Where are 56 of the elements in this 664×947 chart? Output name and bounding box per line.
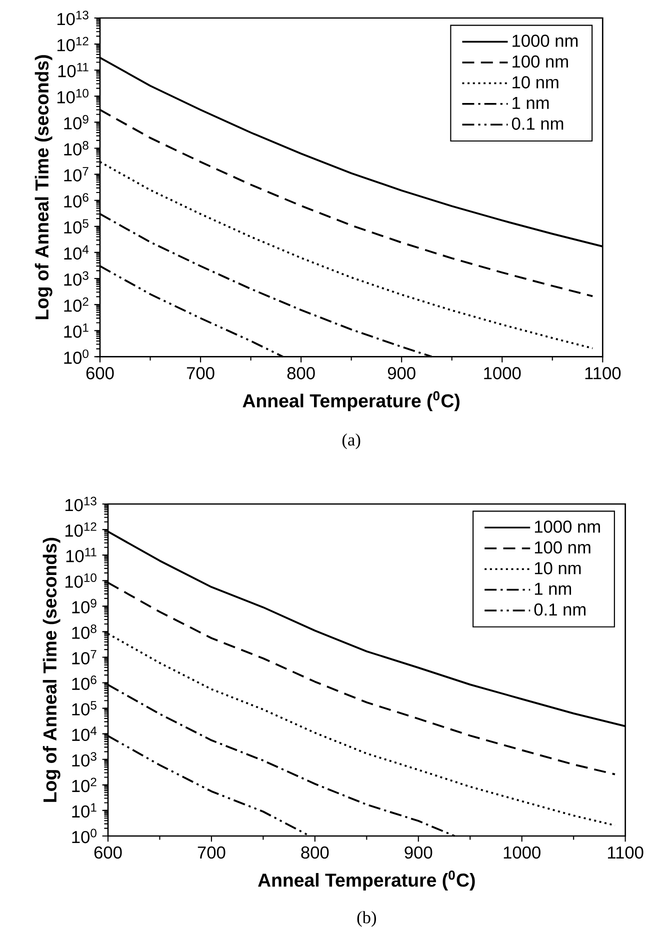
y-tick-label: 10$^{7}$ — [64, 167, 88, 182]
y-tick-label: 10$^{6}$ — [64, 193, 88, 208]
x-tick-label: 600 — [86, 367, 114, 380]
y-tick-label: 10$^{13}$ — [57, 10, 88, 26]
x-axis-title: Anneal Temperature ($^{0}$C) — [258, 870, 475, 890]
y-tick-label: 10$^{10}$ — [57, 88, 88, 104]
legend-label: 10 nm — [512, 76, 558, 88]
y-tick-label: 10$^{5}$ — [72, 701, 96, 716]
y-tick-label: 10$^{1}$ — [64, 323, 88, 338]
x-tick-label: 1100 — [585, 367, 621, 380]
text: (b) — [357, 911, 376, 927]
y-tick-label: 10$^{3}$ — [64, 271, 88, 286]
legend-label: 1000 nm — [512, 34, 578, 47]
y-tick-label: 10$^{13}$ — [65, 496, 96, 512]
legend-label: 0.1 nm — [512, 118, 564, 130]
x-tick-label: 700 — [198, 846, 226, 859]
y-tick-label: 10$^{10}$ — [65, 573, 96, 588]
y-tick-label: 10$^{1}$ — [72, 803, 96, 818]
legend-label: 1000 nm — [534, 520, 600, 533]
legend-label: 100 nm — [534, 541, 590, 554]
y-tick-label: 10$^{6}$ — [72, 676, 96, 690]
x-tick-label: 1000 — [504, 846, 540, 859]
y-tick-label: 10$^{2}$ — [72, 778, 96, 792]
y-axis-title: Log of Anneal Time (seconds) — [34, 55, 52, 320]
y-tick-label: 10$^{12}$ — [65, 522, 96, 537]
x-tick-label: 800 — [301, 846, 329, 859]
legend-label: 10 nm — [534, 562, 581, 574]
y-tick-label: 10$^{4}$ — [64, 245, 89, 260]
y-tick-label: 10$^{4}$ — [72, 726, 97, 741]
x-tick-label: 900 — [404, 846, 432, 859]
y-tick-label: 10$^{7}$ — [72, 650, 96, 664]
y-tick-label: 10$^{9}$ — [64, 114, 88, 130]
y-tick-label: 10$^{0}$ — [72, 828, 96, 844]
legend-label: 100 nm — [512, 55, 568, 68]
y-tick-label: 10$^{9}$ — [72, 598, 96, 614]
y-tick-label: 10$^{2}$ — [64, 297, 88, 312]
y-axis-title: Log of Anneal Time (seconds) — [42, 538, 60, 802]
y-tick-label: 10$^{8}$ — [72, 624, 96, 639]
x-tick-label: 900 — [388, 367, 416, 380]
y-tick-label: 10$^{8}$ — [64, 141, 88, 156]
x-tick-label: 600 — [94, 846, 122, 859]
x-axis-title: Anneal Temperature ($^{0}$C) — [242, 391, 460, 412]
legend-label: 1 nm — [534, 582, 572, 595]
y-tick-label: 10$^{5}$ — [64, 219, 88, 234]
y-tick-label: 10$^{3}$ — [72, 752, 96, 767]
x-tick-label: 1000 — [484, 367, 521, 380]
y-tick-label: 10$^{12}$ — [57, 36, 88, 52]
x-tick-label: 700 — [186, 367, 214, 380]
x-tick-label: 1100 — [608, 846, 644, 859]
y-tick-label: 10$^{11}$ — [58, 62, 88, 78]
y-tick-label: 10$^{0}$ — [64, 349, 88, 364]
x-tick-label: 800 — [287, 367, 315, 380]
text: (a) — [342, 433, 360, 450]
legend-label: 0.1 nm — [534, 603, 586, 616]
legend-label: 1 nm — [512, 96, 549, 109]
y-tick-label: 10$^{11}$ — [66, 548, 96, 562]
